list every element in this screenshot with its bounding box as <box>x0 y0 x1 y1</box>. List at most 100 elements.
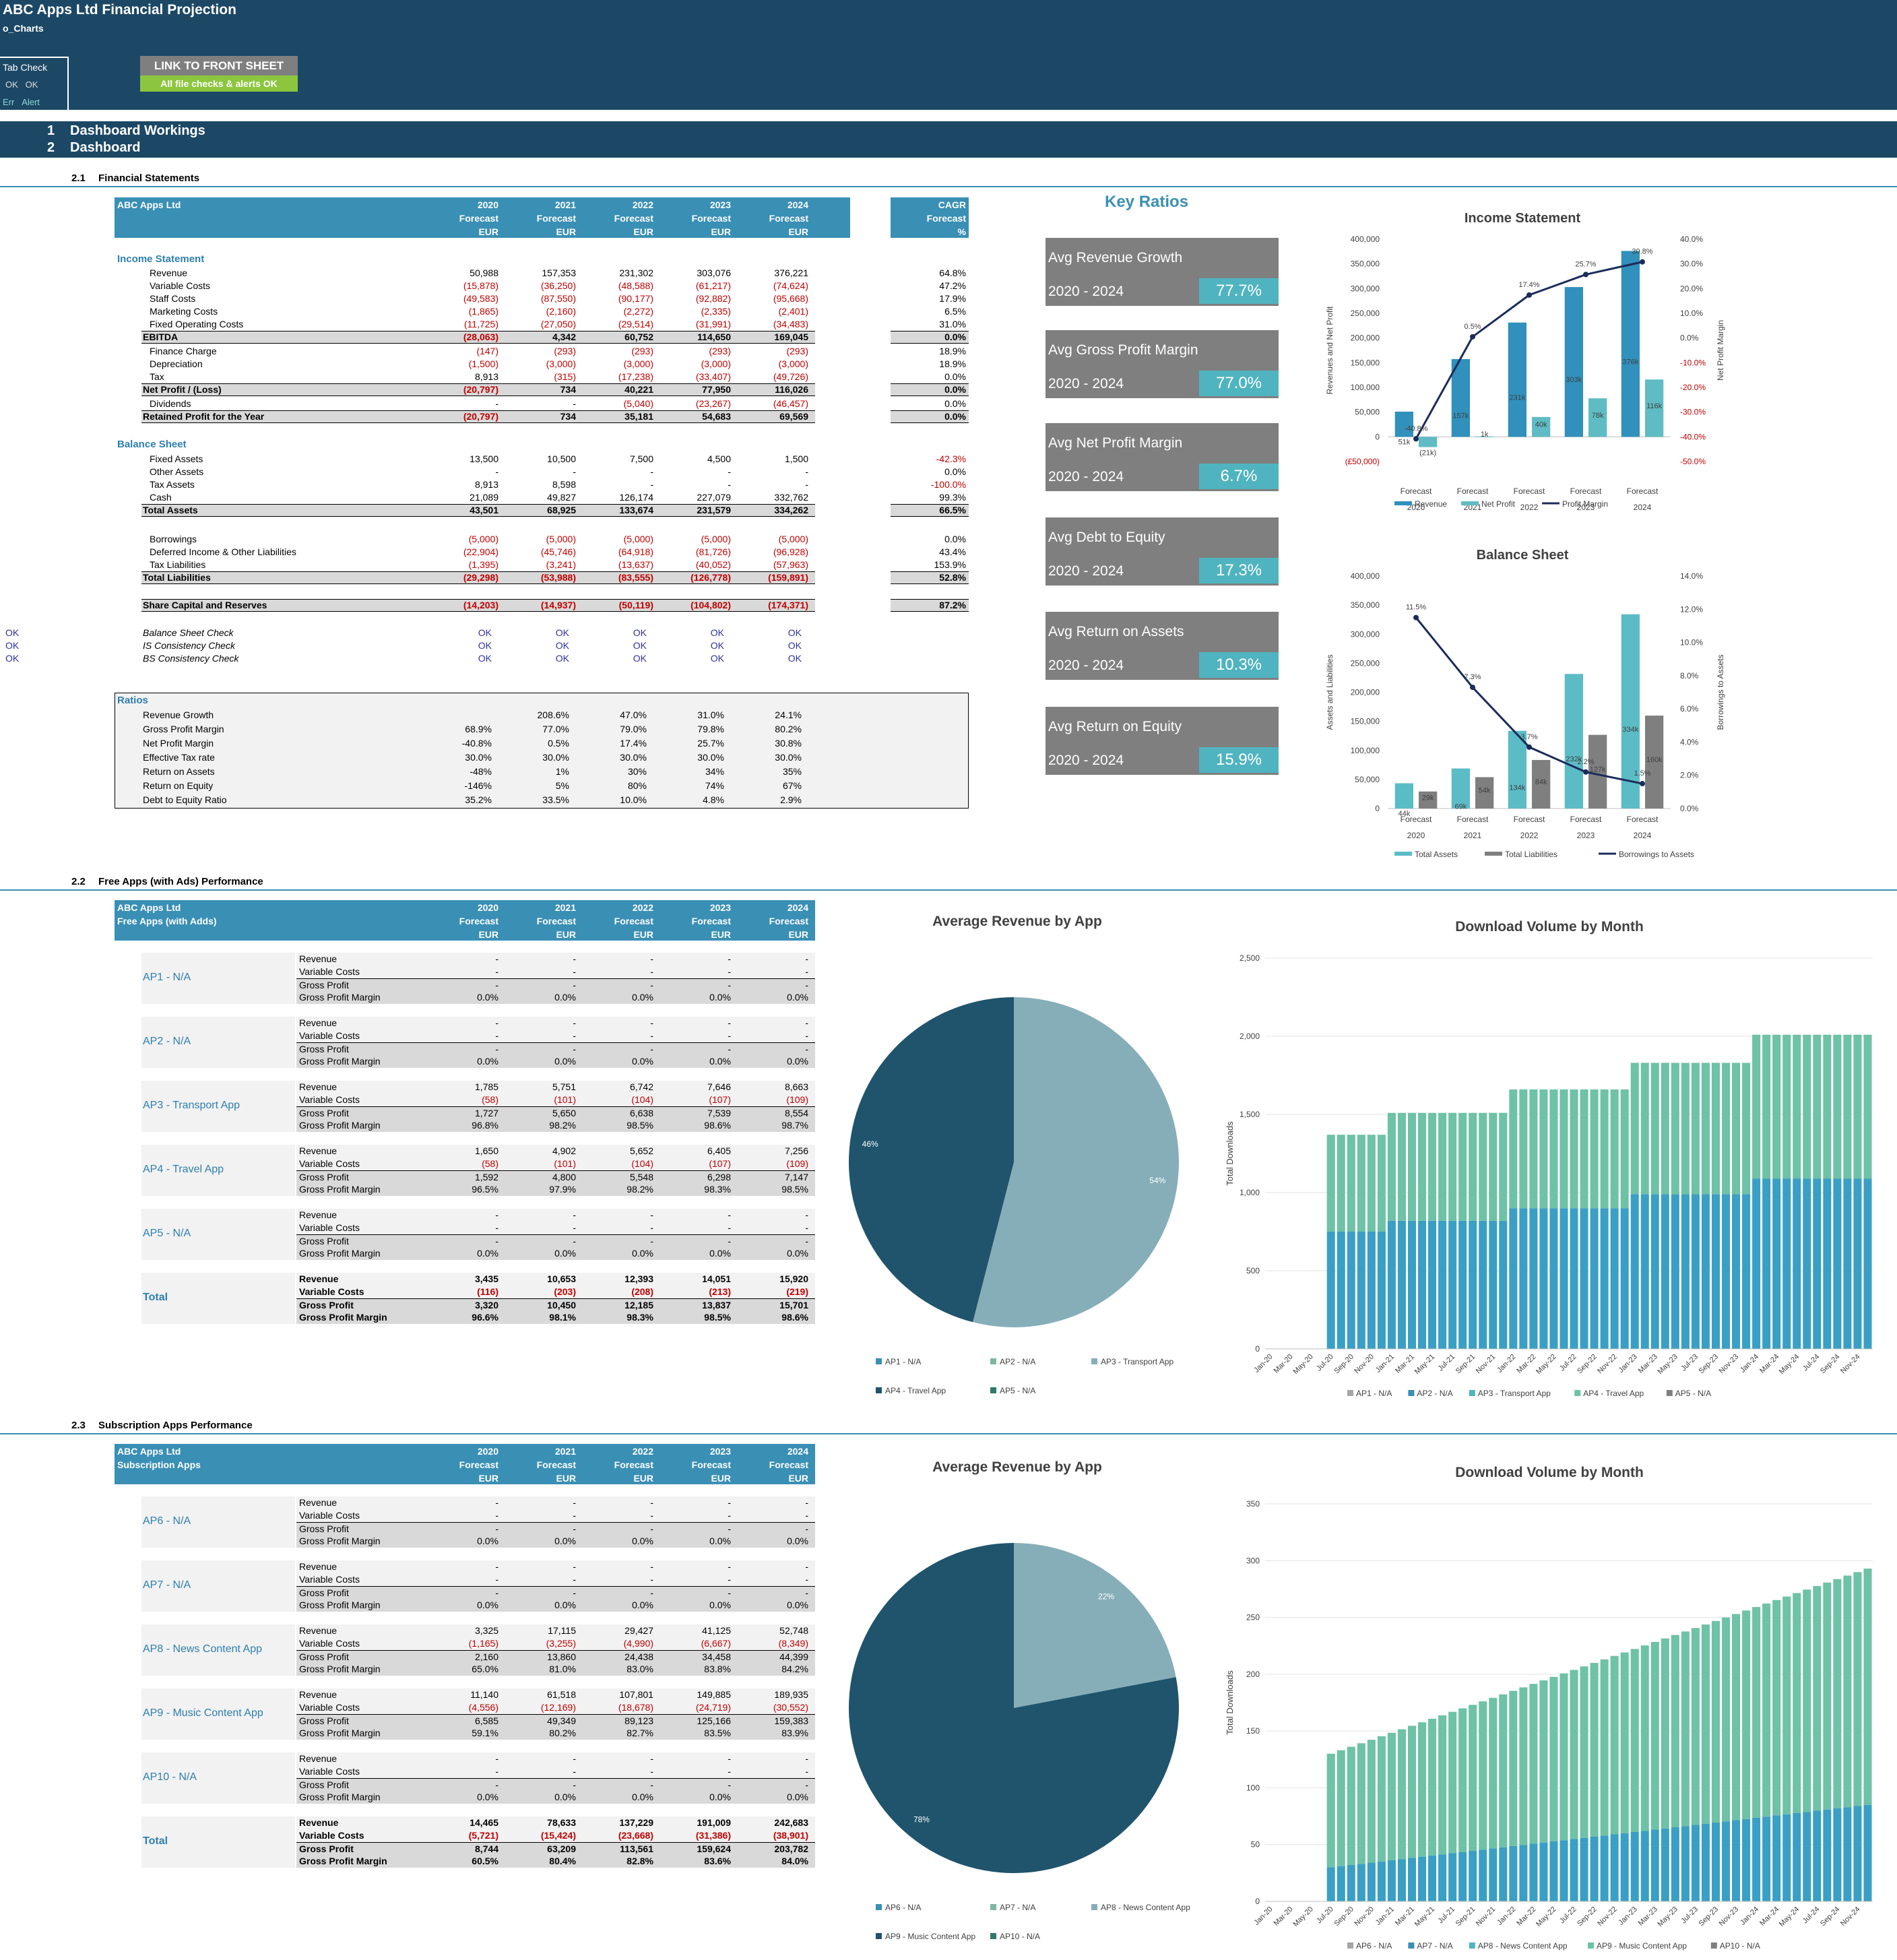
line-value: - <box>650 1561 653 1572</box>
cell-value: - <box>495 466 499 477</box>
download-bar <box>1681 1194 1690 1349</box>
cagr-value: 0.0% <box>944 534 966 544</box>
line-value: (38,901) <box>773 1830 808 1841</box>
download-bar <box>1681 1826 1690 1901</box>
x-tick-label: Jan-21 <box>1374 1905 1396 1927</box>
app-line: Revenue 1,785 5,751 6,742 7,646 8,663 <box>296 1081 815 1094</box>
line-value: 0.0% <box>787 1248 808 1259</box>
download-bar <box>1438 1854 1447 1901</box>
download-bar <box>1469 1850 1477 1901</box>
cagr-value: 52.8% <box>939 572 966 583</box>
cell-value: 35,181 <box>624 411 653 422</box>
cell-value: (3,241) <box>546 559 576 570</box>
apps-group: Subscription Apps <box>117 1459 201 1470</box>
total-band <box>141 504 815 517</box>
line-value: (219) <box>786 1286 808 1297</box>
cell-value: 231,302 <box>619 267 653 278</box>
app-line: Gross Profit Margin 60.5% 80.4% 82.8% 83.6% 8… <box>296 1855 815 1868</box>
cell-value: (53,988) <box>540 572 576 583</box>
app-line: Gross Profit 1,727 5,650 6,638 7,539 8,554 <box>296 1106 815 1119</box>
bar-data-label: 303k <box>1566 376 1582 384</box>
download-bar <box>1823 1582 1832 1810</box>
ratio-label: Gross Profit Margin <box>143 724 224 734</box>
cell-value: 734 <box>560 384 576 395</box>
legend-label: AP8 - News Content App <box>1478 1941 1568 1951</box>
line-value: 98.6% <box>781 1312 808 1323</box>
cell-value: (5,040) <box>623 398 653 409</box>
download-bar <box>1428 1112 1437 1221</box>
ratio-label: Return on Assets <box>143 766 215 777</box>
cagr-value: 66.5% <box>939 505 966 515</box>
download-bar <box>1377 1135 1386 1232</box>
bar-data-label: 157k <box>1452 412 1469 420</box>
cagr-header: CAGR Forecast% <box>891 197 969 238</box>
y-tick-label: 250,000 <box>1351 658 1380 668</box>
download-bar <box>1539 1208 1548 1349</box>
line-value: 83.0% <box>626 1664 653 1674</box>
line-value: 83.8% <box>704 1664 731 1674</box>
income-statement-heading: Income Statement <box>117 253 205 265</box>
fs-row: Deferred Income & Other Liabilities (22,9… <box>0 546 1897 559</box>
line-value: 34,458 <box>702 1651 731 1662</box>
line-value: 80.2% <box>549 1728 576 1738</box>
y-tick-label: 2,000 <box>1240 1032 1260 1041</box>
line-value: 4,902 <box>552 1145 576 1156</box>
download-bar <box>1418 1856 1427 1901</box>
tab-check-panel: Tab Check OK OK Err Alert <box>0 57 69 110</box>
line-label: Gross Profit <box>299 1236 349 1246</box>
cagr-value: 87.2% <box>939 600 966 610</box>
download-bar <box>1387 1112 1396 1221</box>
nav-item-dashboard[interactable]: 2 Dashboard <box>47 140 141 155</box>
download-bar <box>1610 1834 1619 1901</box>
cell-value: (293) <box>709 346 731 356</box>
app-name: AP4 - Travel App <box>143 1164 224 1175</box>
ratio-value: 34% <box>705 766 724 777</box>
forecast-label: Forecast <box>614 916 653 926</box>
download-bar <box>1387 1732 1396 1860</box>
download-bar <box>1560 1840 1568 1901</box>
download-bar <box>1661 1638 1669 1829</box>
check-value: OK <box>787 640 802 651</box>
line-value: - <box>805 1779 808 1790</box>
download-bar <box>1438 1112 1447 1221</box>
cell-value: (29,514) <box>618 319 653 329</box>
line-value: 242,683 <box>774 1817 808 1828</box>
line-value: 7,256 <box>784 1145 808 1156</box>
line-value: (1,165) <box>468 1638 499 1649</box>
line-value: (3,255) <box>546 1638 576 1649</box>
app-line: Variable Costs (58) (101) (104) (107) (109) <box>296 1158 815 1170</box>
line-value: - <box>573 1779 576 1790</box>
line-value: (4,990) <box>623 1638 653 1649</box>
download-bar <box>1509 1690 1518 1846</box>
bar <box>1564 674 1583 809</box>
check-value: OK <box>555 627 569 638</box>
cell-value: (5,000) <box>701 534 731 544</box>
line-data-label: -40.8% <box>1405 424 1428 433</box>
line-value: - <box>495 1574 499 1585</box>
nav-item-dashboard-workings[interactable]: 1 Dashboard Workings <box>47 123 205 138</box>
legend-label: AP5 - N/A <box>1000 1386 1035 1395</box>
download-bar <box>1600 1089 1609 1209</box>
line-value: 1,727 <box>474 1108 499 1118</box>
x-tick-label: Mar-20 <box>1273 1353 1295 1375</box>
download-bar <box>1853 1034 1862 1179</box>
line-value: - <box>573 1561 576 1572</box>
download-bar <box>1793 1593 1801 1813</box>
fs-year-col: 2020 Forecast EUR <box>424 198 499 239</box>
download-bar <box>1833 1579 1842 1808</box>
ok-flag: OK <box>5 80 18 90</box>
bar-data-label: 376k <box>1622 358 1638 366</box>
cell-value: (36,250) <box>540 280 576 291</box>
link-to-front-sheet-button[interactable]: LINK TO FRONT SHEET <box>140 56 298 75</box>
download-bar <box>1580 1089 1588 1209</box>
line-value: 78,633 <box>547 1817 576 1828</box>
cell-value: 169,045 <box>774 331 808 342</box>
line-value: - <box>573 1766 576 1777</box>
download-bar <box>1813 1810 1822 1901</box>
fs-row: Other Assets - - - - - 0.0% <box>0 466 1897 478</box>
bar-data-label: 51k <box>1398 439 1410 447</box>
download-bar <box>1529 1208 1538 1349</box>
line-label: Gross Profit <box>299 1843 354 1854</box>
download-bar <box>1590 1663 1599 1837</box>
line-label: Gross Profit Margin <box>299 992 381 1003</box>
